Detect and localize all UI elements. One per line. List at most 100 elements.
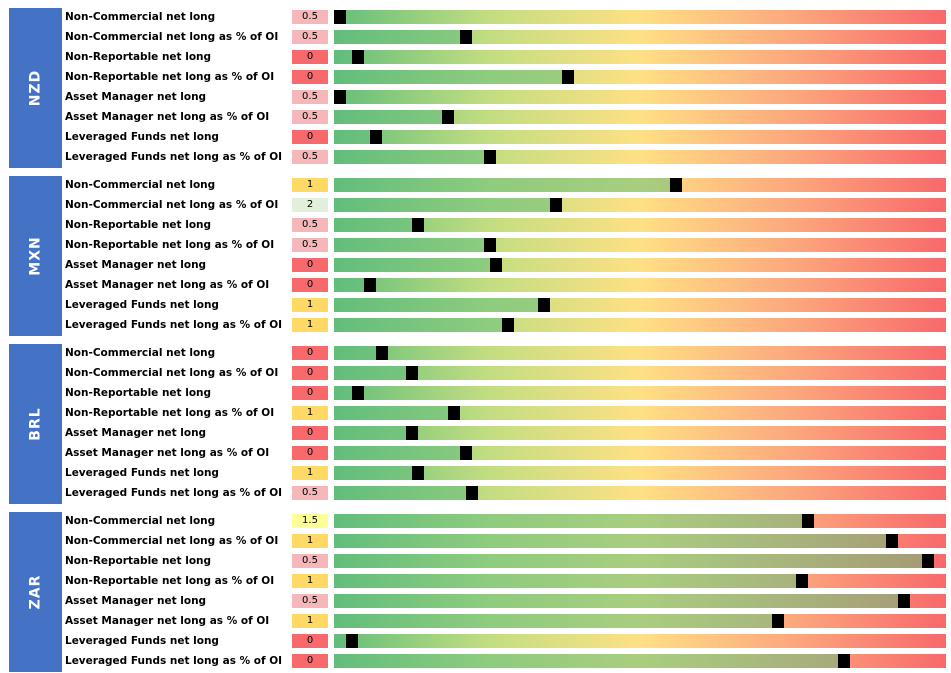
metric-row: Leveraged Funds net long as % of OI 0.5 [0, 484, 951, 504]
score-badge: 1 [292, 178, 328, 192]
score-badge: 1 [292, 318, 328, 332]
metric-label: Non-Commercial net long [65, 515, 216, 527]
metric-row: Leveraged Funds net long 0 [0, 632, 951, 652]
metric-label: Asset Manager net long as % of OI [65, 111, 270, 123]
percentile-marker [334, 10, 346, 24]
metric-label: Non-Commercial net long as % of OI [65, 31, 279, 43]
percentile-bar [334, 110, 946, 124]
percentile-bar [334, 406, 946, 420]
percentile-marker [346, 634, 358, 648]
percentile-fill [334, 654, 844, 668]
metric-label: Leveraged Funds net long as % of OI [65, 655, 283, 667]
percentile-bar [334, 10, 946, 24]
score-badge: 1.5 [292, 514, 328, 528]
metric-row: Non-Commercial net long 0.5 [0, 8, 951, 28]
percentile-bar [334, 198, 946, 212]
percentile-marker [376, 346, 388, 360]
metric-row: Non-Reportable net long 0 [0, 384, 951, 404]
score-badge: 0.5 [292, 150, 328, 164]
percentile-marker [460, 446, 472, 460]
score-badge: 1 [292, 614, 328, 628]
metric-row: Non-Commercial net long 1.5 [0, 512, 951, 532]
percentile-fill [334, 130, 376, 144]
metric-row: Asset Manager net long 0 [0, 424, 951, 444]
currency-group-zar: ZAR Non-Commercial net long 1.5 Non-Commerc… [0, 512, 951, 672]
percentile-fill [334, 110, 448, 124]
percentile-marker [448, 406, 460, 420]
score-badge: 0.5 [292, 486, 328, 500]
currency-group-mxn: MXN Non-Commercial net long 1 Non-Commercia… [0, 176, 951, 336]
percentile-marker [922, 554, 934, 568]
currency-group-brl: BRL Non-Commercial net long 0 Non-Commercia… [0, 344, 951, 504]
percentile-fill [334, 554, 928, 568]
score-badge: 2 [292, 198, 328, 212]
score-badge: 0.5 [292, 594, 328, 608]
percentile-bar [334, 514, 946, 528]
metric-label: Non-Commercial net long [65, 11, 216, 23]
percentile-bar [334, 486, 946, 500]
metric-row: Asset Manager net long as % of OI 1 [0, 612, 951, 632]
percentile-marker [466, 486, 478, 500]
metric-label: Non-Reportable net long as % of OI [65, 407, 275, 419]
metric-row: Leveraged Funds net long 1 [0, 464, 951, 484]
score-badge: 0 [292, 130, 328, 144]
percentile-bar [334, 654, 946, 668]
percentile-fill [334, 198, 556, 212]
percentile-fill [334, 178, 676, 192]
metric-label: Non-Reportable net long [65, 387, 212, 399]
percentile-bar [334, 178, 946, 192]
percentile-marker [550, 198, 562, 212]
metric-row: Non-Commercial net long as % of OI 2 [0, 196, 951, 216]
score-badge: 0.5 [292, 30, 328, 44]
metric-label: Leveraged Funds net long [65, 635, 219, 647]
percentile-fill [334, 534, 892, 548]
currency-tag: ZAR [9, 512, 62, 672]
currency-tag: NZD [9, 8, 62, 168]
percentile-marker [406, 426, 418, 440]
metric-row: Asset Manager net long 0.5 [0, 592, 951, 612]
metric-label: Non-Reportable net long as % of OI [65, 575, 275, 587]
percentile-marker [802, 514, 814, 528]
percentile-bar [334, 278, 946, 292]
metric-label: Leveraged Funds net long [65, 131, 219, 143]
metric-label: Non-Reportable net long [65, 51, 212, 63]
score-badge: 1 [292, 298, 328, 312]
percentile-fill [334, 218, 418, 232]
percentile-marker [370, 130, 382, 144]
score-badge: 0.5 [292, 10, 328, 24]
percentile-marker [484, 150, 496, 164]
score-badge: 0 [292, 634, 328, 648]
percentile-bar [334, 534, 946, 548]
percentile-bar [334, 238, 946, 252]
percentile-marker [352, 386, 364, 400]
percentile-fill [334, 70, 568, 84]
percentile-fill [334, 30, 466, 44]
metric-label: Non-Reportable net long [65, 555, 212, 567]
metric-row: Leveraged Funds net long 1 [0, 296, 951, 316]
percentile-marker [406, 366, 418, 380]
percentile-marker [484, 238, 496, 252]
score-badge: 0.5 [292, 554, 328, 568]
percentile-marker [490, 258, 502, 272]
percentile-bar [334, 594, 946, 608]
metric-label: Non-Commercial net long as % of OI [65, 199, 279, 211]
percentile-marker [364, 278, 376, 292]
score-badge: 1 [292, 574, 328, 588]
percentile-fill [334, 150, 490, 164]
metric-label: Asset Manager net long [65, 91, 207, 103]
percentile-fill [334, 318, 508, 332]
percentile-bar [334, 150, 946, 164]
metric-row: Non-Commercial net long 1 [0, 176, 951, 196]
percentile-bar [334, 634, 946, 648]
score-badge: 0.5 [292, 218, 328, 232]
metric-row: Asset Manager net long as % of OI 0 [0, 444, 951, 464]
metric-row: Non-Commercial net long as % of OI 0.5 [0, 28, 951, 48]
metric-label: Leveraged Funds net long [65, 299, 219, 311]
metric-label: Non-Reportable net long [65, 219, 212, 231]
metric-label: Non-Commercial net long as % of OI [65, 535, 279, 547]
score-badge: 0 [292, 426, 328, 440]
score-badge: 0 [292, 366, 328, 380]
metric-label: Asset Manager net long [65, 595, 207, 607]
metric-row: Asset Manager net long 0 [0, 256, 951, 276]
metric-row: Leveraged Funds net long as % of OI 0 [0, 652, 951, 672]
